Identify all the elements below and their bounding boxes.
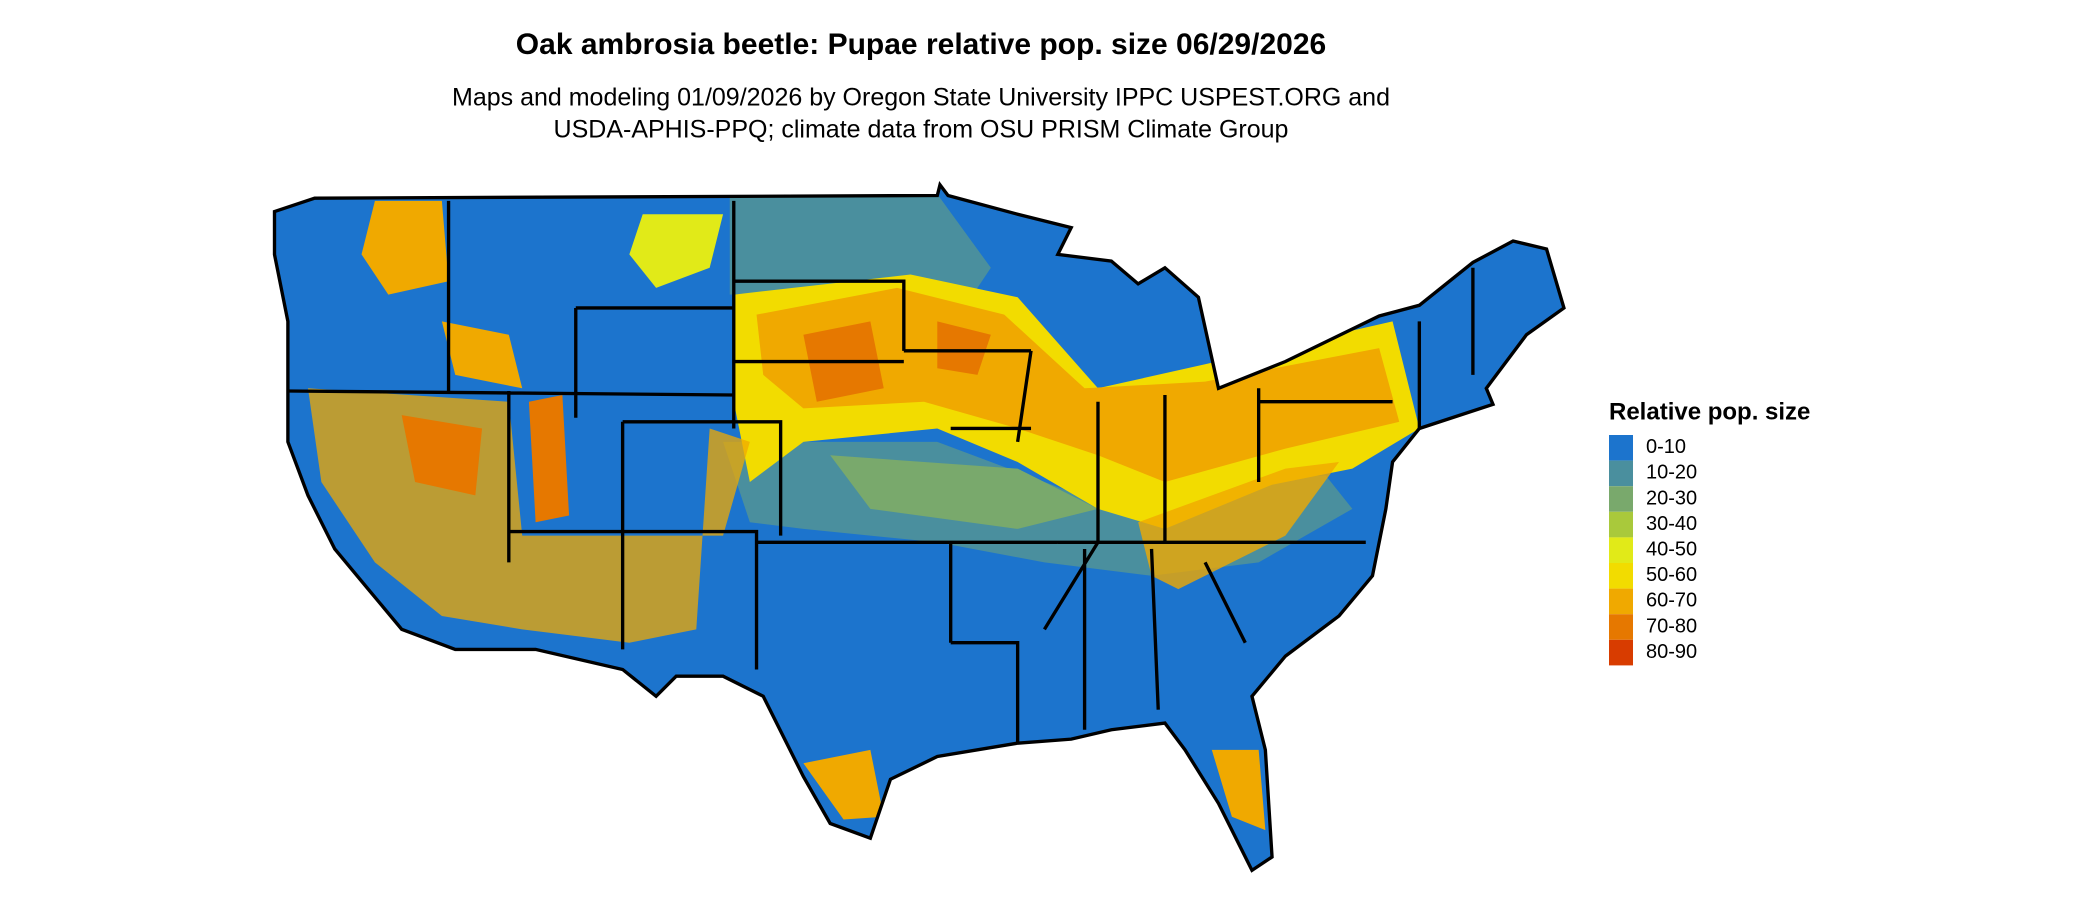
- region: [1138, 461, 1339, 590]
- region: [401, 395, 570, 523]
- legend-label: 80-90: [1646, 641, 1697, 663]
- legend-swatch: [1609, 460, 1633, 487]
- legend-title: Relative pop. size: [1609, 398, 1810, 425]
- region: [803, 321, 991, 402]
- legend-label: 20-30: [1646, 487, 1697, 509]
- region: [830, 455, 1098, 529]
- state-line: [287, 200, 1475, 744]
- subtitle: USDA-APHIS-PPQ; climate data from OSU PR…: [554, 116, 1289, 144]
- region: [756, 287, 1400, 483]
- legend-label: 0-10: [1646, 436, 1686, 458]
- legend-swatch: [1609, 563, 1633, 589]
- legend-label: 70-80: [1646, 615, 1697, 637]
- state-borders: [272, 180, 1566, 873]
- title: Oak ambrosia beetle: Pupae relative pop.…: [516, 28, 1326, 61]
- legend-label: 40-50: [1646, 538, 1697, 560]
- legend-label: 10-20: [1646, 462, 1697, 484]
- legend: 0-10 10-20 20-30 30-40 40-50 50-60 60-70 70-80 8…: [1609, 435, 1697, 666]
- legend-swatch: [1609, 588, 1633, 615]
- subtitle: Maps and modeling 01/09/2026 by Oregon S…: [452, 84, 1390, 112]
- region: [361, 200, 523, 389]
- map-fill: [274, 184, 1564, 871]
- us-map: [272, 180, 1566, 873]
- legend-label: 30-40: [1646, 513, 1697, 535]
- legend-swatch: [1609, 511, 1633, 538]
- legend-swatch: [1609, 435, 1633, 461]
- legend-label: 60-70: [1646, 590, 1697, 612]
- legend-swatch: [1609, 486, 1633, 512]
- legend-swatch: [1609, 537, 1633, 563]
- legend-swatch: [1609, 639, 1633, 666]
- outline: [272, 180, 1566, 873]
- legend-swatch: [1609, 614, 1633, 640]
- legend-label: 50-60: [1646, 564, 1697, 586]
- region: [629, 214, 724, 288]
- region: [803, 749, 1266, 831]
